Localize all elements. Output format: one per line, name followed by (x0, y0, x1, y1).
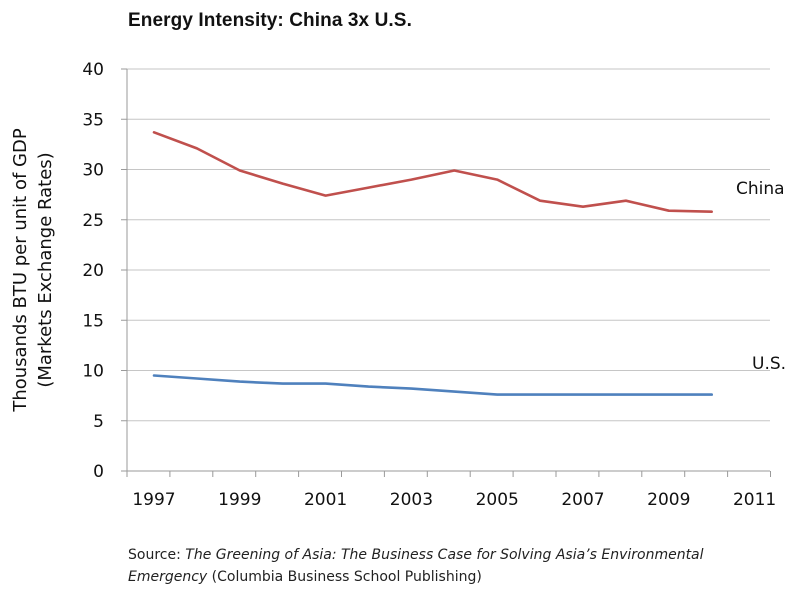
y-tick-label: 25 (82, 211, 104, 231)
y-tick-label: 0 (93, 462, 104, 482)
line-chart: 0 5 10 15 20 25 30 35 40 1997 1999 2001 2003 2005 200… (10, 60, 786, 510)
y-axis-label-line: Thousands BTU per unit of GDP (10, 128, 31, 413)
x-tick-label: 2007 (561, 490, 604, 510)
x-tick-label: 1999 (218, 490, 261, 510)
series-label-u-s: U.S. (752, 354, 786, 374)
x-tick-label: 2009 (647, 490, 690, 510)
series-lines (152, 131, 714, 396)
x-tick-label: 1997 (132, 490, 175, 510)
x-tick-label: 2011 (733, 490, 776, 510)
y-tick-label: 20 (82, 261, 104, 281)
chart-title: Energy Intensity: China 3x U.S. (128, 10, 412, 31)
y-tick-label: 10 (82, 362, 104, 382)
source-title: The Greening of Asia: The Business Case … (128, 547, 704, 585)
y-tick-label: 30 (82, 161, 104, 181)
series-labels: China U.S. (736, 179, 786, 374)
grid-lines (127, 68, 770, 422)
y-tick-label: 35 (82, 110, 104, 130)
source-note: Source: The Greening of Asia: The Busine… (128, 544, 768, 588)
y-tick-labels: 0 5 10 15 20 25 30 35 40 (82, 60, 104, 482)
series-line-china (152, 131, 714, 213)
series-line-u-s (152, 374, 714, 396)
y-tick-label: 15 (82, 311, 104, 331)
x-tick-label: 2005 (476, 490, 519, 510)
y-tick-label: 40 (82, 60, 104, 80)
y-axis-label-line: (Markets Exchange Rates) (35, 152, 56, 387)
x-tick-label: 2003 (390, 490, 433, 510)
x-tick-labels: 1997 1999 2001 2003 2005 2007 2009 2011 (132, 490, 776, 510)
source-suffix: (Columbia Business School Publishing) (207, 569, 482, 585)
axes (121, 68, 771, 477)
source-prefix: Source: (128, 547, 186, 563)
x-tick-label: 2001 (304, 490, 347, 510)
y-axis-label: Thousands BTU per unit of GDP (Markets Ex… (10, 128, 56, 413)
y-tick-label: 5 (93, 412, 104, 432)
series-label-china: China (736, 179, 785, 199)
